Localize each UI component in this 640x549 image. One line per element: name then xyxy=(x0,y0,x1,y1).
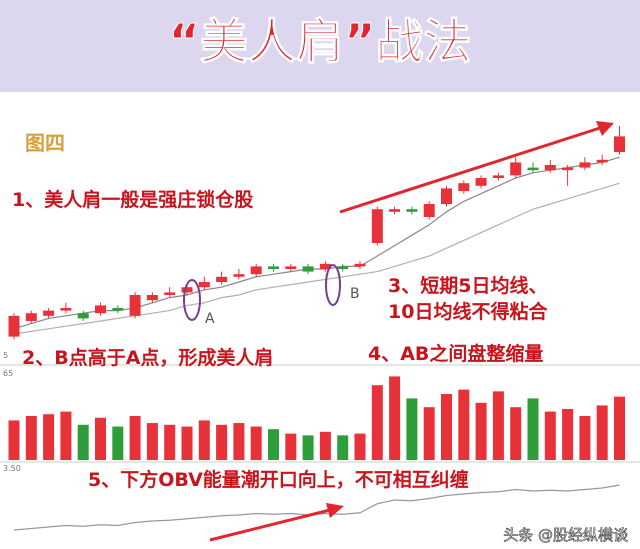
marker-a xyxy=(183,279,201,321)
arrow-head xyxy=(596,121,614,136)
candle-body xyxy=(510,162,522,176)
candle-body xyxy=(389,209,401,212)
candle-body xyxy=(43,310,55,316)
candle-body xyxy=(337,266,349,269)
volume-bar xyxy=(614,396,625,460)
candle-body xyxy=(60,308,72,311)
annotation: 5、下方OBV能量潮开口向上，不可相互纠缠 xyxy=(88,468,469,491)
candle-body xyxy=(198,282,210,288)
candle-body xyxy=(562,167,574,171)
volume-bar xyxy=(354,433,366,460)
volume-bar xyxy=(423,407,435,460)
candle-body xyxy=(268,266,279,269)
candle-body xyxy=(302,266,314,272)
point-label: A xyxy=(205,311,215,327)
candle-body xyxy=(164,292,176,295)
volume-bar xyxy=(475,402,487,460)
axis-note: 5 xyxy=(3,351,8,360)
annotation: 10日均线不得粘合 xyxy=(388,300,548,323)
volume-bar xyxy=(406,398,418,460)
arrow xyxy=(339,126,601,214)
candle-body xyxy=(458,183,470,191)
annotation: 2、B点高于A点，形成美人肩 xyxy=(22,346,273,369)
volume-bar xyxy=(285,433,297,460)
candle-body xyxy=(441,188,452,204)
annotation: 1、美人肩一般是强庄锁仓股 xyxy=(12,188,253,211)
volume-bar xyxy=(146,423,158,460)
volume-bar xyxy=(164,424,176,460)
candle-body xyxy=(146,295,158,301)
volume-bar xyxy=(319,431,331,460)
volume-bar xyxy=(337,435,349,460)
volume-bar xyxy=(60,411,72,460)
candle-body xyxy=(614,136,625,152)
volume-bar xyxy=(129,416,141,460)
watermark: 头条 @股经纵横谈 xyxy=(503,526,628,544)
volume-bar xyxy=(544,411,556,460)
moving-average xyxy=(13,182,620,335)
axis-note: 3.50 xyxy=(3,464,21,473)
arrow-head xyxy=(326,503,344,518)
volume-bar xyxy=(302,435,314,460)
candle-body xyxy=(181,287,193,293)
volume-bar xyxy=(527,398,539,460)
figure-label: 图四 xyxy=(25,131,65,155)
volume-bar xyxy=(112,426,124,460)
volume-bar xyxy=(389,376,401,460)
candle-body xyxy=(354,263,366,267)
title-band xyxy=(0,0,640,92)
candle-body xyxy=(250,266,262,275)
title: “美人肩”战法 xyxy=(168,14,471,70)
volume-bar xyxy=(216,424,228,460)
volume-bar xyxy=(562,408,574,460)
candle-body xyxy=(129,295,141,316)
volume-bar xyxy=(95,417,106,460)
volume-bar xyxy=(441,394,452,460)
candle-body xyxy=(77,313,89,319)
candle-body xyxy=(423,204,435,217)
candle-body xyxy=(579,162,591,168)
annotation: 4、AB之间盘整缩量 xyxy=(368,342,543,365)
point-label: B xyxy=(350,286,360,302)
volume-bar xyxy=(579,416,591,460)
volume-bar xyxy=(8,420,20,460)
candle-body xyxy=(112,308,124,311)
candle-body xyxy=(285,266,297,269)
candle-body xyxy=(216,276,228,282)
annotation: 3、短期5日均线、 xyxy=(388,274,547,297)
volume-bar xyxy=(250,426,262,460)
volume-bar xyxy=(25,416,37,460)
candle-body xyxy=(95,305,106,314)
obv-line xyxy=(13,484,620,531)
candle-body xyxy=(492,175,504,178)
volume-bar xyxy=(458,389,470,460)
volume-bar xyxy=(268,429,279,460)
axis-note: 65 xyxy=(3,369,13,378)
volume-bar xyxy=(510,407,522,460)
marker-b xyxy=(325,264,341,306)
candle-body xyxy=(596,159,608,163)
candle-body xyxy=(319,263,331,269)
arrow xyxy=(209,508,331,542)
candle-body xyxy=(406,209,418,212)
candle-body xyxy=(25,313,37,321)
volume-bar xyxy=(198,420,210,460)
candle-body xyxy=(475,178,487,186)
candle-body xyxy=(233,274,245,277)
candle-body xyxy=(371,209,383,243)
volume-bar xyxy=(77,424,89,460)
candle-body xyxy=(527,167,539,171)
volume-bar xyxy=(492,391,504,460)
volume-bar xyxy=(596,405,608,460)
candle-body xyxy=(544,165,556,171)
candle-body xyxy=(8,315,20,337)
volume-bar xyxy=(233,423,245,460)
volume-bar xyxy=(43,414,55,460)
volume-bar xyxy=(181,426,193,460)
volume-bar xyxy=(371,385,383,460)
